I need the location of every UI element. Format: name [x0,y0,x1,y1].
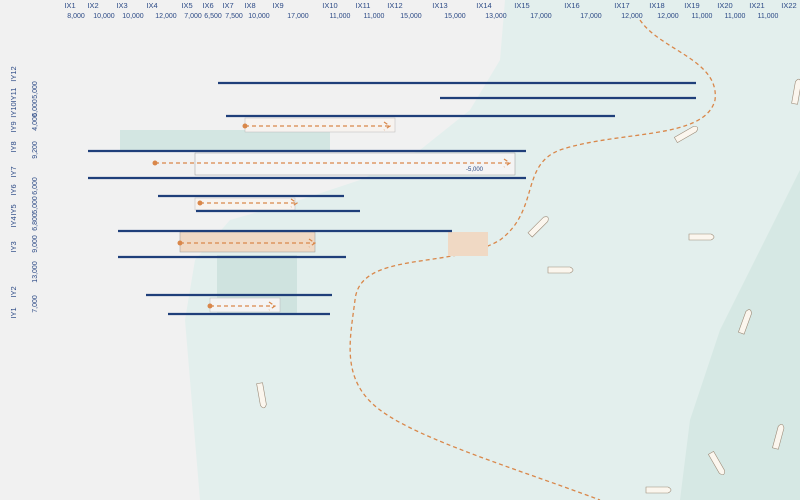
grid-y-spacing: 6,000 [32,177,39,195]
grid-y-spacing: 6,800 [32,213,39,231]
grid-x-label: IX10 [322,1,337,10]
grid-x-label: IX4 [146,1,157,10]
flow-origin [242,123,248,129]
boat [772,424,785,450]
grid-y-spacing: 5,000 [32,81,39,99]
grid-y-label: IY3 [9,241,18,252]
grid-x-spacing: 11,000 [692,13,713,20]
grid-y-spacing: 4,000 [32,113,39,131]
grid-x-spacing: 12,000 [657,13,679,20]
grid-y-label: IY6 [9,184,18,195]
grid-x-spacing: 11,000 [725,13,746,20]
boat [645,486,672,494]
grid-y-label: IY1 [9,307,18,318]
building [179,231,316,253]
grid-x-label: IX15 [514,1,529,10]
grid-x-spacing: 11,000 [330,13,351,20]
grid-x-label: IX9 [272,1,283,10]
flow-arrow [200,198,299,208]
grid-x-spacing: 6,500 [204,13,222,20]
deep-water [680,170,800,500]
grid-y-label: IY4 [9,216,18,227]
flow-origin [177,240,183,246]
pier-zone [120,130,330,150]
grid-x-spacing: 8,000 [67,13,85,20]
flow-origin [152,160,158,166]
grid-x-spacing: 15,000 [400,13,422,20]
grid-x-label: IX19 [684,1,699,10]
grid-x-label: IX2 [87,1,98,10]
grid-x-spacing: 13,000 [485,13,507,20]
flow-arrow [180,238,317,248]
building [194,152,516,176]
building [448,232,488,256]
grid-x-spacing: 17,000 [580,13,602,20]
building [209,297,281,313]
grid-x-label: IX22 [781,1,796,10]
grid-y-label: IY9 [9,121,18,132]
water-area [185,0,800,500]
flow-arrow [245,121,392,131]
grid-x-spacing: 11,000 [758,13,779,20]
grid-x-spacing: 10,000 [93,13,115,20]
grid-y-label: IY10 [9,102,18,117]
grid-y-label: IY7 [9,166,18,177]
boat [707,450,725,476]
grid-x-label: IX20 [717,1,732,10]
flow-arrow [155,158,512,168]
grid-x-label: IX12 [387,1,402,10]
grid-x-spacing: 17,000 [287,13,309,20]
grid-x-label: IX17 [614,1,629,10]
building [244,117,396,133]
grid-x-spacing: 10,000 [122,13,144,20]
grid-y-label: IY12 [9,66,18,81]
boat [256,382,267,409]
grid-y-label: IY5 [9,204,18,215]
grid-x-label: IX3 [116,1,127,10]
flow-origin [197,200,203,206]
boat [688,233,715,241]
boat [791,78,800,105]
boat [738,309,752,335]
grid-x-spacing: 17,000 [530,13,552,20]
grid-x-spacing: 15,000 [444,13,466,20]
grid-x-label: IX11 [356,1,371,10]
grid-x-spacing: 10,000 [248,13,270,20]
boat [547,266,574,274]
grid-y-spacing: 9,000 [32,235,39,253]
grid-x-label: IX13 [432,1,447,10]
grid-x-spacing: 7,000 [184,13,202,20]
grid-x-spacing: 12,000 [621,13,643,20]
flow-origin [207,303,213,309]
grid-y-label: IY8 [9,141,18,152]
grid-y-spacing: 7,000 [32,295,39,313]
grid-y-label: IY11 [9,88,18,103]
grid-x-label: IX7 [222,1,233,10]
building [194,197,296,211]
level-note: -5,000 [466,167,484,173]
grid-y-spacing: 13,000 [32,261,39,283]
grid-y-label: IY2 [9,286,18,297]
grid-x-label: IX21 [749,1,764,10]
boat [527,216,549,238]
grid-x-label: IX1 [64,1,75,10]
grid-x-spacing: 12,000 [155,13,177,20]
grid-y-spacing: 9,200 [32,141,39,159]
flow-arrow [210,301,277,311]
grid-x-spacing: 7,500 [225,13,243,20]
boat [673,126,699,144]
grid-x-label: IX6 [202,1,213,10]
grid-x-label: IX18 [649,1,664,10]
grid-y-spacing: 6,000 [32,99,39,117]
grid-x-label: IX5 [181,1,192,10]
grid-x-label: IX8 [244,1,255,10]
grid-x-label: IX16 [564,1,579,10]
grid-x-spacing: 11,000 [364,13,385,20]
grid-y-spacing: 5,000 [32,196,39,214]
grid-x-label: IX14 [476,1,491,10]
